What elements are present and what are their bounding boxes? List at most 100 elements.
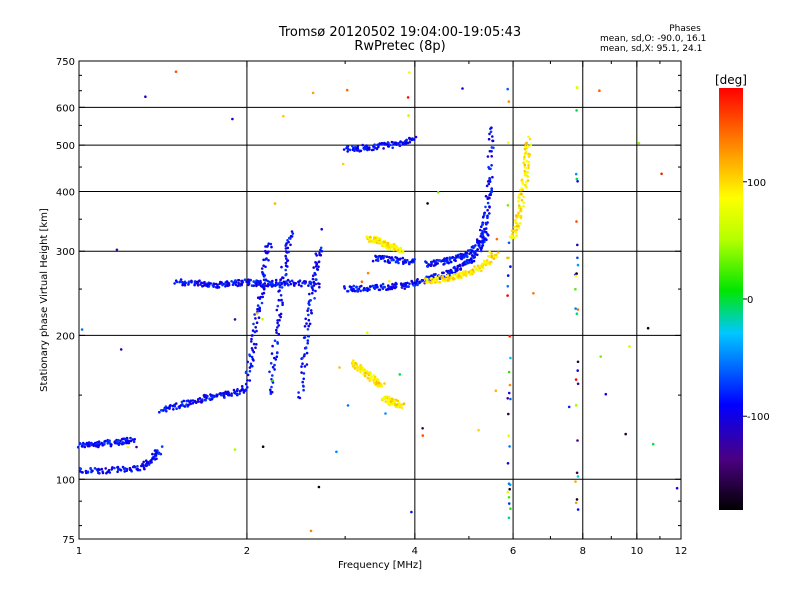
data-point-spike bbox=[506, 397, 510, 400]
data-point-o-mode bbox=[306, 341, 310, 345]
data-point-o-mode bbox=[116, 465, 120, 469]
data-point-noise bbox=[341, 162, 345, 166]
data-point-o-mode bbox=[183, 405, 187, 408]
data-point-o-mode bbox=[138, 468, 142, 472]
data-point-x-mode bbox=[390, 243, 394, 246]
data-point-o-mode bbox=[255, 283, 258, 286]
data-point-o-mode bbox=[391, 146, 395, 149]
data-point-o-mode bbox=[412, 138, 416, 141]
data-point-x-mode bbox=[495, 253, 498, 256]
data-point-o-mode bbox=[387, 255, 391, 259]
data-point-x-mode bbox=[512, 236, 516, 239]
data-point-x-mode bbox=[513, 225, 516, 229]
plot-border bbox=[78, 60, 682, 540]
data-point-spike bbox=[574, 287, 577, 291]
data-point-x-mode bbox=[359, 370, 362, 374]
data-point-spike bbox=[574, 404, 578, 407]
data-point-o-mode bbox=[290, 235, 294, 238]
data-point-x-mode bbox=[352, 361, 355, 364]
data-point-x-mode bbox=[383, 395, 386, 399]
data-point-noise bbox=[598, 89, 601, 92]
data-point-noise bbox=[421, 434, 425, 437]
data-point-o-mode bbox=[189, 399, 193, 403]
data-point-o-mode bbox=[107, 468, 111, 472]
data-point-o-mode bbox=[155, 457, 158, 461]
data-point-o-mode bbox=[240, 385, 244, 388]
data-point-x-mode bbox=[525, 171, 528, 174]
data-point-o-mode bbox=[318, 251, 321, 255]
data-point-o-mode bbox=[216, 283, 219, 287]
data-point-o-mode bbox=[318, 285, 321, 289]
data-point-x-mode bbox=[523, 163, 527, 167]
data-point-o-mode bbox=[116, 470, 119, 474]
data-point-noise bbox=[345, 88, 349, 92]
data-point-o-mode bbox=[241, 279, 244, 283]
data-point-o-mode bbox=[352, 284, 356, 288]
data-point-o-mode bbox=[408, 282, 411, 286]
colorbar-tick-label: -100 bbox=[747, 412, 770, 423]
data-point-o-mode bbox=[404, 142, 408, 145]
data-point-o-mode bbox=[152, 457, 155, 460]
data-point-noise bbox=[421, 427, 424, 430]
data-point-spike bbox=[507, 482, 511, 486]
data-point-o-mode bbox=[258, 306, 262, 310]
data-point-noise bbox=[410, 510, 413, 514]
data-point-x-mode bbox=[401, 249, 405, 253]
data-point-o-mode bbox=[312, 266, 316, 269]
data-point-x-mode bbox=[524, 183, 527, 187]
data-point-o-mode bbox=[211, 395, 215, 399]
y-tick-label: 75 bbox=[62, 535, 75, 546]
data-point-o-mode bbox=[383, 142, 387, 145]
data-point-o-mode bbox=[304, 346, 308, 349]
data-point-spike bbox=[574, 172, 578, 176]
data-point-x-mode bbox=[515, 228, 518, 232]
data-point-spike bbox=[574, 480, 577, 483]
data-point-x-mode bbox=[490, 252, 494, 255]
data-point-x-mode bbox=[430, 276, 433, 280]
data-point-o-mode bbox=[182, 399, 186, 403]
data-point-o-mode bbox=[267, 250, 270, 253]
data-point-spike bbox=[574, 501, 578, 505]
data-point-o-mode bbox=[254, 317, 257, 320]
data-point-x-mode bbox=[436, 280, 440, 284]
data-point-o-mode bbox=[95, 445, 98, 448]
data-point-o-mode bbox=[284, 273, 288, 277]
data-point-x-mode bbox=[522, 161, 525, 165]
data-point-o-mode bbox=[480, 232, 484, 235]
data-point-x-mode bbox=[511, 232, 515, 235]
data-point-o-mode bbox=[267, 259, 270, 262]
data-point-o-mode bbox=[385, 255, 389, 258]
data-point-o-mode bbox=[271, 365, 275, 369]
data-point-o-mode bbox=[289, 243, 292, 247]
data-point-o-mode bbox=[193, 280, 197, 283]
data-point-o-mode bbox=[228, 393, 231, 397]
data-point-o-mode bbox=[460, 256, 464, 260]
data-point-o-mode bbox=[438, 259, 442, 262]
data-point-o-mode bbox=[275, 331, 278, 334]
data-point-o-mode bbox=[390, 140, 394, 144]
data-point-o-mode bbox=[490, 155, 494, 158]
data-point-x-mode bbox=[356, 369, 359, 372]
data-point-noise bbox=[115, 248, 119, 252]
data-point-o-mode bbox=[78, 441, 82, 445]
data-point-o-mode bbox=[368, 146, 371, 149]
data-point-x-mode bbox=[525, 166, 529, 170]
data-point-x-mode bbox=[386, 241, 390, 245]
data-point-noise bbox=[261, 445, 265, 449]
data-point-noise bbox=[406, 96, 410, 99]
data-point-x-mode bbox=[388, 403, 392, 407]
data-point-o-mode bbox=[408, 140, 412, 144]
data-point-spike bbox=[507, 141, 510, 144]
data-point-o-mode bbox=[208, 397, 211, 401]
data-point-x-mode bbox=[388, 243, 392, 247]
data-point-o-mode bbox=[489, 192, 492, 195]
data-point-o-mode bbox=[308, 322, 312, 326]
data-point-o-mode bbox=[142, 466, 146, 470]
data-point-o-mode bbox=[268, 280, 272, 284]
data-point-o-mode bbox=[89, 467, 93, 471]
colorbar-gradient bbox=[719, 88, 743, 510]
data-point-o-mode bbox=[342, 148, 346, 151]
x-tick-label: 8 bbox=[580, 546, 586, 557]
data-point-o-mode bbox=[307, 334, 311, 338]
data-point-o-mode bbox=[258, 282, 262, 285]
